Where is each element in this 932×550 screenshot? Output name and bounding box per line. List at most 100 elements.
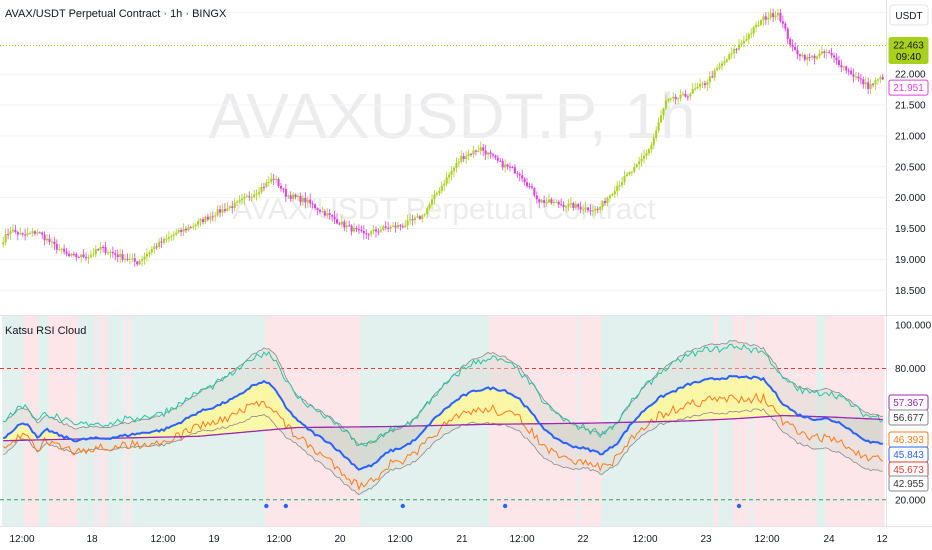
candle: [75, 252, 78, 262]
candle: [608, 193, 611, 202]
prev-close-tag: 21.951: [888, 79, 929, 96]
candle: [133, 253, 136, 267]
candle: [460, 150, 463, 164]
candle: [723, 56, 726, 66]
candle: [50, 237, 53, 249]
candle: [562, 201, 565, 212]
candle: [662, 107, 665, 120]
candle: [703, 80, 706, 89]
candle: [374, 226, 378, 238]
candle: [733, 44, 736, 59]
candle: [240, 193, 244, 205]
candle: [684, 89, 687, 98]
candle: [577, 202, 580, 210]
candle: [24, 228, 27, 241]
candle: [452, 165, 455, 178]
time-tick-label: 24: [823, 534, 835, 545]
candle: [789, 37, 792, 48]
bottom-tag: 42.955: [888, 475, 929, 492]
candle: [401, 223, 404, 229]
candle: [131, 253, 134, 263]
candle: [543, 195, 546, 208]
candle: [862, 76, 865, 89]
candle: [206, 213, 209, 222]
candle: [645, 149, 648, 160]
candle: [501, 158, 504, 171]
candle: [245, 193, 248, 198]
candle: [311, 200, 314, 209]
candle: [416, 212, 419, 219]
candle: [747, 32, 750, 45]
candle: [640, 153, 643, 167]
candle: [443, 179, 446, 192]
time-tick-label: 12:00: [266, 534, 291, 545]
candle: [289, 191, 292, 202]
candle: [672, 92, 675, 103]
candle: [309, 193, 312, 208]
svg-text:46.393: 46.393: [893, 435, 924, 446]
upper-rsi-line: [3, 343, 884, 447]
candle: [776, 8, 780, 20]
chart-title: AVAX/USDT Perpetual Contract · 1h · BING…: [5, 8, 227, 20]
candle: [250, 193, 253, 202]
candle: [155, 242, 158, 250]
candle: [864, 76, 867, 89]
candle: [440, 181, 443, 194]
svg-text:22.463: 22.463: [893, 41, 924, 52]
candle: [292, 192, 295, 202]
candle: [284, 184, 287, 202]
candle: [828, 49, 831, 54]
candle: [7, 228, 10, 240]
candle: [535, 191, 538, 204]
rsi-lines: [2, 340, 884, 495]
candle: [421, 214, 424, 223]
fast-rsi-line: [2, 392, 884, 491]
candle: [163, 236, 166, 245]
candle: [2, 236, 5, 248]
candle: [618, 180, 621, 191]
candle: [377, 228, 380, 236]
candle: [192, 223, 195, 231]
candle: [267, 176, 270, 187]
candle: [491, 153, 494, 159]
candle: [362, 225, 365, 240]
candle: [318, 208, 321, 214]
candle: [869, 79, 872, 95]
candle: [823, 49, 826, 59]
candle: [306, 196, 309, 208]
candle: [686, 94, 689, 101]
candle: [655, 126, 658, 142]
candle: [97, 248, 100, 252]
currency-button[interactable]: USDT: [889, 4, 929, 26]
candle: [840, 59, 843, 73]
candle: [555, 200, 558, 203]
candle: [547, 193, 551, 204]
candle: [426, 205, 429, 219]
candle: [48, 234, 51, 245]
rsi-pane-title[interactable]: Katsu RSI Cloud: [5, 325, 86, 337]
svg-text:57.367: 57.367: [893, 398, 924, 409]
candle: [228, 205, 231, 211]
candle: [599, 206, 602, 214]
candle: [170, 233, 173, 242]
candle: [764, 12, 767, 25]
signal-dot: [736, 503, 742, 509]
candle: [691, 83, 694, 95]
time-tick-label: 18: [86, 534, 98, 545]
candle: [791, 39, 794, 52]
candle: [223, 203, 226, 214]
candle: [699, 78, 702, 91]
candle: [43, 231, 46, 246]
candle: [496, 154, 499, 164]
candle: [625, 171, 628, 177]
candle: [842, 65, 845, 71]
candle: [664, 94, 667, 111]
candle: [14, 225, 17, 234]
candle: [813, 53, 816, 65]
svg-text:45.843: 45.843: [893, 450, 924, 461]
candle: [521, 169, 524, 183]
price-tick-label: 19.500: [895, 224, 926, 235]
candle: [299, 192, 302, 206]
candle: [182, 223, 185, 237]
